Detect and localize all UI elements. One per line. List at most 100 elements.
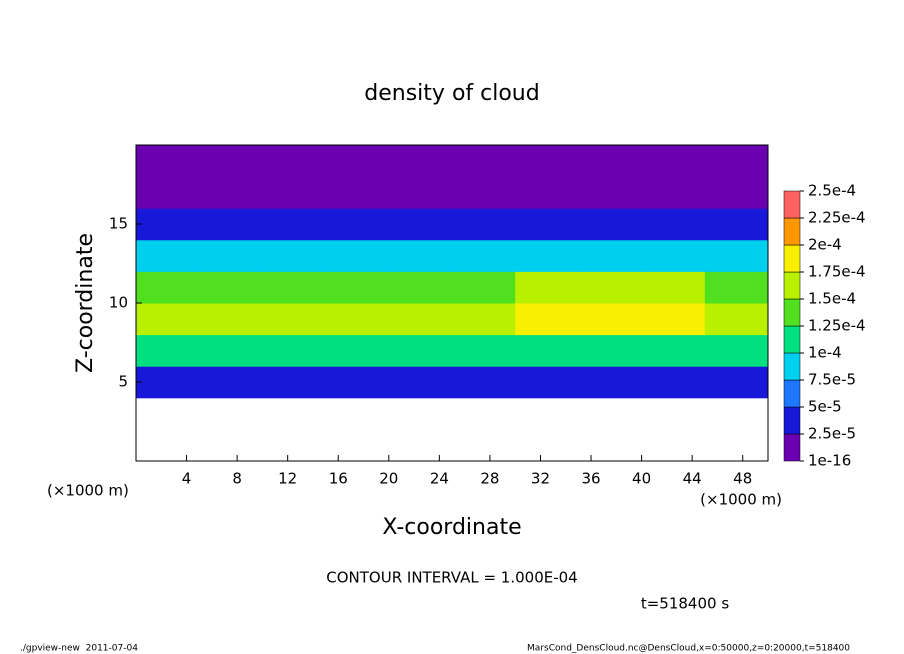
heat-cell — [578, 334, 643, 367]
time-label: t=518400 s — [641, 595, 729, 613]
x-tick-label: 24 — [430, 470, 449, 488]
heat-cell — [199, 303, 263, 336]
heat-cell — [578, 366, 643, 399]
heat-cell — [515, 334, 579, 367]
colorbar-label: 5e-5 — [808, 398, 842, 416]
colorbar-label: 1.25e-4 — [808, 317, 866, 335]
heat-cell — [136, 208, 200, 241]
heat-cell — [262, 239, 327, 272]
x-tick-label: 32 — [531, 470, 550, 488]
heat-cell — [325, 271, 390, 304]
heat-cell — [325, 366, 390, 399]
heat-cell — [515, 366, 579, 399]
heat-cell — [325, 145, 390, 178]
heat-cell — [704, 176, 769, 209]
heat-cell — [578, 208, 643, 241]
colorbar-band — [783, 271, 801, 300]
heat-cell — [199, 271, 263, 304]
colorbar-band — [783, 190, 801, 219]
colorbar-band — [783, 217, 801, 246]
heat-cell — [136, 176, 200, 209]
heat-cell — [515, 271, 579, 304]
colorbar-band — [783, 352, 801, 381]
colorbar-band — [783, 433, 801, 462]
heat-cell — [136, 366, 200, 399]
heat-cell — [578, 239, 643, 272]
heat-cell — [515, 208, 579, 241]
heat-cell — [515, 303, 579, 336]
heat-cell — [452, 208, 516, 241]
heat-cell — [199, 334, 263, 367]
y-tick-label: 15 — [109, 215, 128, 233]
heat-cell — [325, 239, 390, 272]
heat-cell — [199, 208, 263, 241]
x-unit: (×1000 m) — [700, 491, 782, 509]
colorbar-label: 1e-16 — [808, 452, 851, 470]
annotation: CONTOUR INTERVAL = 1.000E-04 — [326, 569, 577, 587]
heat-cell — [641, 303, 706, 336]
heat-cell — [199, 239, 263, 272]
y-tick-label: 5 — [118, 373, 128, 391]
heat-cell — [199, 366, 263, 399]
colorbar-label: 1e-4 — [808, 344, 842, 362]
heat-cell — [262, 271, 327, 304]
heat-cell — [515, 145, 579, 178]
heat-cell — [136, 303, 200, 336]
heat-cell — [578, 303, 643, 336]
heat-cell — [452, 303, 516, 336]
y-unit: (×1000 m) — [47, 482, 129, 500]
heat-cell — [325, 303, 390, 336]
heat-cell — [325, 176, 390, 209]
heat-cell — [641, 271, 706, 304]
x-tick-label: 8 — [232, 470, 242, 488]
y-tick-label: 10 — [109, 294, 128, 312]
heat-cell — [704, 334, 769, 367]
heat-cell — [578, 176, 643, 209]
colorbar-band — [783, 325, 801, 354]
x-tick-label: 16 — [329, 470, 348, 488]
heat-cell — [704, 303, 769, 336]
heat-cell — [136, 239, 200, 272]
colorbar-band — [783, 244, 801, 273]
x-tick-label: 4 — [182, 470, 192, 488]
heat-cell — [452, 271, 516, 304]
colorbar-label: 7.5e-5 — [808, 371, 856, 389]
heat-cell — [704, 366, 769, 399]
colorbar-band — [783, 379, 801, 408]
colorbar-label: 2.5e-5 — [808, 425, 856, 443]
heat-cell — [515, 176, 579, 209]
heat-cell — [136, 145, 200, 178]
x-tick-label: 12 — [278, 470, 297, 488]
heat-cell — [325, 208, 390, 241]
heat-cell — [641, 145, 706, 178]
heat-cell — [136, 334, 200, 367]
heat-cell — [388, 145, 453, 178]
heat-cell — [388, 334, 453, 367]
chart-title: density of cloud — [364, 81, 539, 106]
heat-cell — [704, 271, 769, 304]
x-tick-label: 20 — [379, 470, 398, 488]
heat-cell — [262, 366, 327, 399]
colorbar-label: 1.5e-4 — [808, 290, 856, 308]
heat-cell — [452, 334, 516, 367]
heat-cell — [199, 145, 263, 178]
x-tick-label: 44 — [683, 470, 702, 488]
footer-left: ./gpview-new 2011-07-04 — [20, 644, 138, 654]
x-tick-label: 36 — [581, 470, 600, 488]
colorbar-label: 1.75e-4 — [808, 263, 866, 281]
colorbar-band — [783, 406, 801, 435]
heat-cell — [704, 145, 769, 178]
footer-right: MarsCond_DensCloud.nc@DensCloud,x=0:5000… — [527, 644, 850, 654]
x-tick-label: 28 — [480, 470, 499, 488]
heat-cell — [452, 239, 516, 272]
heat-cell — [262, 145, 327, 178]
x-axis-label: X-coordinate — [382, 515, 521, 540]
heat-cell — [262, 176, 327, 209]
heat-cell — [452, 176, 516, 209]
heat-cell — [704, 208, 769, 241]
colorbar-label: 2e-4 — [808, 236, 842, 254]
heat-cell — [136, 271, 200, 304]
heat-cell — [199, 176, 263, 209]
heat-cell — [262, 334, 327, 367]
